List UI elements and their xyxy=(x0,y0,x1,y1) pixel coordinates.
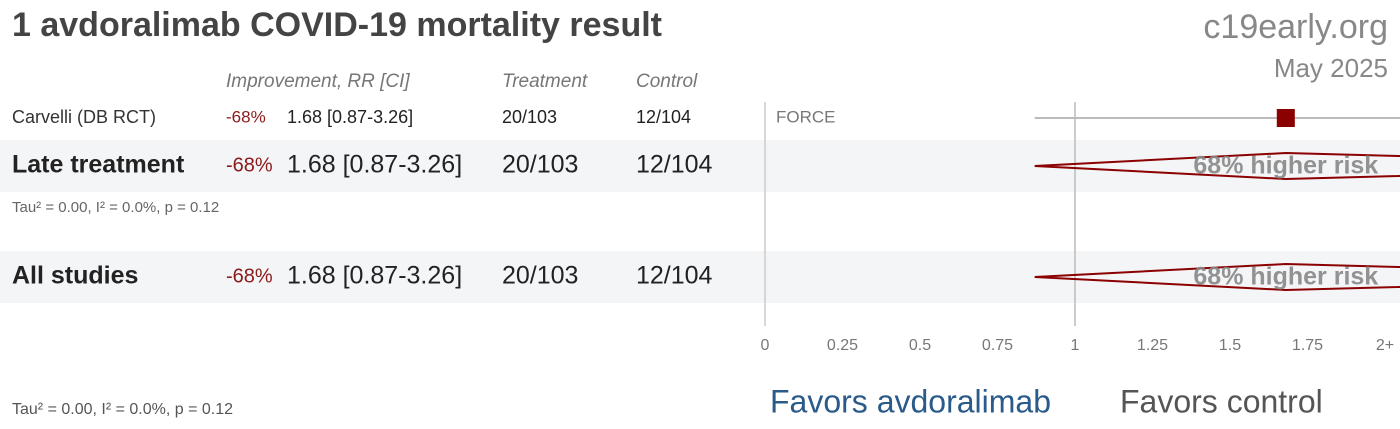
brand: c19early.org xyxy=(1203,8,1388,46)
improvement: -68% xyxy=(226,265,273,287)
x-tick-label: 1.75 xyxy=(1292,337,1323,354)
date: May 2025 xyxy=(1274,53,1388,83)
x-tick-label: 0 xyxy=(761,337,770,354)
x-tick-label: 0.5 xyxy=(909,337,931,354)
favors-control: Favors control xyxy=(1120,383,1323,419)
improvement: -68% xyxy=(226,107,266,126)
summary-diamond xyxy=(1034,151,1400,181)
row-name: Late treatment xyxy=(12,151,185,179)
x-tick-label: 0.25 xyxy=(827,337,858,354)
chart-title: 1 avdoralimab COVID-19 mortality result xyxy=(12,6,662,44)
treatment: 20/103 xyxy=(502,151,578,179)
rr-label: 1.68 [0.87-3.26] xyxy=(287,151,462,179)
rr-label: 1.68 [0.87-3.26] xyxy=(287,262,462,290)
column-header: Treatment xyxy=(502,71,588,92)
x-tick-label: 1 xyxy=(1071,337,1080,354)
x-tick-label: 1.25 xyxy=(1137,337,1168,354)
treatment: 20/103 xyxy=(502,107,557,127)
control: 12/104 xyxy=(636,107,691,127)
column-header: Improvement, RR [CI] xyxy=(226,71,410,92)
rr-label: 1.68 [0.87-3.26] xyxy=(287,107,413,127)
column-header: Control xyxy=(636,71,698,92)
improvement: -68% xyxy=(226,154,273,176)
row-band xyxy=(0,140,1400,192)
row-name: All studies xyxy=(12,262,138,290)
x-tick-label: 2+ xyxy=(1376,337,1394,354)
effect-label: 68% higher risk xyxy=(1193,263,1378,291)
x-tick-label: 1.5 xyxy=(1219,337,1241,354)
effect-marker xyxy=(1276,109,1295,127)
effect-label: 68% higher risk xyxy=(1193,152,1378,180)
control: 12/104 xyxy=(636,262,713,290)
row-name: Carvelli (DB RCT) xyxy=(12,107,156,127)
plot-area: 68% higher risk 68% higher risk xyxy=(1034,109,1400,292)
summary-diamond xyxy=(1034,262,1400,292)
trial-name: FORCE xyxy=(776,107,836,126)
row-stats: Tau² = 0.00, I² = 0.0%, p = 0.12 xyxy=(12,199,219,216)
x-tick-label: 0.75 xyxy=(982,337,1013,354)
favors-treatment: Favors avdoralimab xyxy=(770,383,1051,419)
treatment: 20/103 xyxy=(502,262,578,290)
row-band xyxy=(0,251,1400,303)
footnote: Tau² = 0.00, I² = 0.0%, p = 0.12 xyxy=(12,401,233,418)
control: 12/104 xyxy=(636,151,713,179)
